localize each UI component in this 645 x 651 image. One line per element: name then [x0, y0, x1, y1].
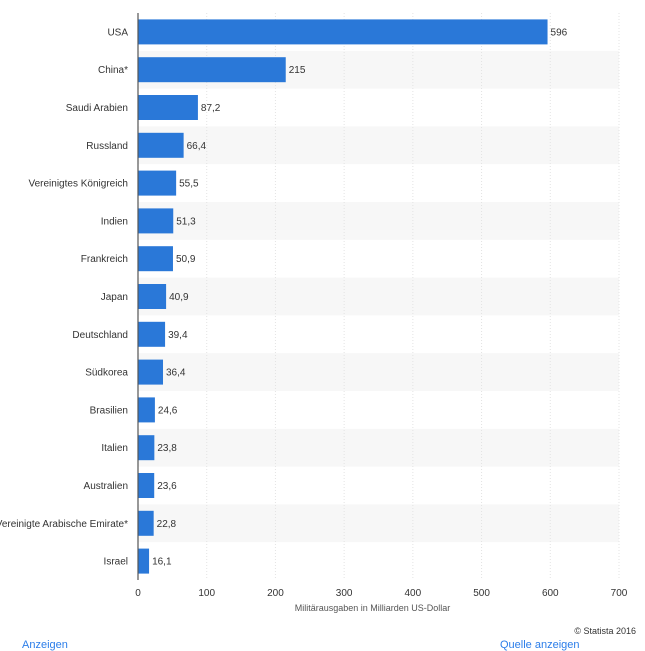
- data-label: 596: [551, 27, 568, 38]
- row-stripe: [138, 277, 619, 316]
- bar: [138, 95, 198, 120]
- bar: [138, 510, 154, 536]
- x-tick-label: 500: [473, 588, 490, 599]
- category-labels: USA China* Saudi Arabien Russland Vereinigte…: [0, 27, 128, 567]
- category-label: Italien: [101, 443, 128, 454]
- category-label: China*: [98, 65, 128, 76]
- x-tick-label: 100: [198, 588, 215, 599]
- data-label: 40,9: [169, 292, 189, 303]
- data-label: 215: [289, 65, 306, 76]
- data-label: 23,8: [157, 443, 177, 454]
- data-label: 66,4: [187, 141, 207, 152]
- category-label: Indien: [101, 216, 128, 227]
- category-label: Brasilien: [90, 405, 128, 416]
- x-tick-label: 700: [611, 588, 628, 599]
- x-tick-label: 400: [405, 588, 422, 599]
- row-stripe: [138, 428, 619, 467]
- category-label: Israel: [104, 557, 128, 568]
- data-label: 36,4: [166, 368, 186, 379]
- bar: [138, 359, 164, 385]
- value-labels: 596 215 87,2 66,4 55,5 51,3 50,9 40,9 39,4 36,4 24…: [152, 27, 568, 567]
- data-label: 55,5: [179, 179, 199, 190]
- category-label: Japan: [101, 292, 128, 303]
- data-label: 51,3: [176, 216, 196, 227]
- x-tick-label: 0: [135, 588, 141, 599]
- bar: [138, 246, 173, 272]
- bar: [138, 132, 184, 158]
- footer-left-link[interactable]: Anzeigen: [22, 639, 68, 651]
- bar: [138, 473, 155, 498]
- copyright-credit: © Statista 2016: [574, 626, 636, 636]
- x-tick-label: 300: [336, 588, 353, 599]
- row-stripe: [138, 504, 619, 543]
- bar: [138, 321, 166, 347]
- row-stripes: [138, 50, 619, 543]
- data-label: 39,4: [168, 330, 188, 341]
- category-label: Frankreich: [81, 254, 128, 265]
- bar: [138, 284, 167, 309]
- category-label: Australien: [84, 481, 128, 492]
- category-label: Saudi Arabien: [66, 103, 128, 114]
- bar: [138, 170, 177, 196]
- bar: [138, 435, 155, 461]
- data-label: 50,9: [176, 254, 196, 265]
- data-label: 24,6: [158, 405, 178, 416]
- data-label: 16,1: [152, 557, 172, 568]
- bar: [138, 208, 174, 234]
- data-label: 23,6: [157, 481, 177, 492]
- bar: [138, 19, 548, 45]
- row-stripe: [138, 353, 619, 391]
- data-label: 22,8: [157, 519, 177, 530]
- x-tick-label: 600: [542, 588, 559, 599]
- category-label: Vereinigtes Königreich: [28, 179, 128, 190]
- category-label: Russland: [86, 141, 128, 152]
- x-tick-labels: 0 100 200 300 400 500 600 700: [135, 588, 628, 599]
- category-label: Vereinigte Arabische Emirate*: [0, 519, 128, 530]
- row-stripe: [138, 126, 619, 165]
- x-tick-label: 200: [267, 588, 284, 599]
- category-label: Südkorea: [85, 368, 128, 379]
- bar: [138, 397, 155, 423]
- category-label: Deutschland: [72, 330, 128, 341]
- bars: [138, 19, 548, 574]
- bar: [138, 548, 150, 574]
- x-axis-title: Militärausgaben in Milliarden US-Dollar: [295, 603, 451, 613]
- data-label: 87,2: [201, 103, 221, 114]
- category-label: USA: [107, 27, 128, 38]
- row-stripe: [138, 202, 619, 240]
- bar: [138, 57, 286, 83]
- footer-right-link[interactable]: Quelle anzeigen: [500, 639, 580, 651]
